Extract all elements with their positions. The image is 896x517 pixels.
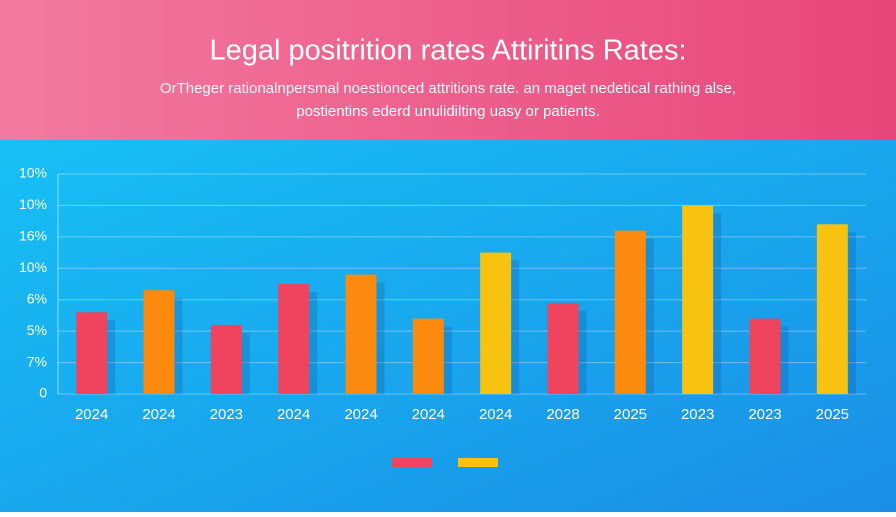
- legend-swatch: [392, 458, 432, 467]
- header-bg: [0, 0, 896, 140]
- x-tick-label: 2028: [546, 406, 579, 423]
- bar: [816, 224, 848, 394]
- y-tick-label: 6%: [27, 290, 47, 306]
- subtitle: postientins ederd unulidilting uasy or p…: [296, 103, 600, 120]
- bar: [143, 290, 175, 394]
- x-tick-label: 2025: [816, 406, 849, 423]
- y-tick-label: 10%: [19, 165, 47, 181]
- x-tick-label: 2024: [344, 406, 377, 423]
- x-tick-label: 2023: [681, 406, 714, 423]
- x-tick-label: 2024: [142, 406, 175, 423]
- x-tick-label: 2023: [210, 406, 243, 423]
- bar: [278, 284, 310, 394]
- x-tick-label: 2024: [75, 406, 108, 423]
- x-tick-label: 2025: [614, 406, 647, 423]
- bar: [480, 252, 512, 394]
- x-tick-label: 2024: [412, 406, 445, 423]
- y-tick-label: 7%: [27, 353, 47, 369]
- subtitle: OrTheger rationalnpersmal noestionced at…: [160, 80, 736, 97]
- y-tick-label: 5%: [27, 322, 47, 338]
- bar: [412, 318, 444, 394]
- bar: [547, 302, 579, 394]
- bar: [76, 312, 108, 394]
- bar: [614, 230, 646, 394]
- y-tick-label: 10%: [19, 196, 47, 212]
- bar: [345, 274, 377, 394]
- bar: [210, 324, 242, 394]
- y-tick-label: 16%: [19, 228, 47, 244]
- chart-title: Legal positrition rates Attiritins Rates…: [209, 35, 686, 67]
- y-tick-label: 0: [39, 385, 47, 401]
- y-tick-label: 10%: [19, 259, 47, 275]
- x-tick-label: 2023: [748, 406, 781, 423]
- legend-swatch: [458, 458, 498, 467]
- x-tick-label: 2024: [277, 406, 310, 423]
- bar: [749, 318, 781, 394]
- bar: [682, 205, 714, 394]
- x-tick-label: 2024: [479, 406, 512, 423]
